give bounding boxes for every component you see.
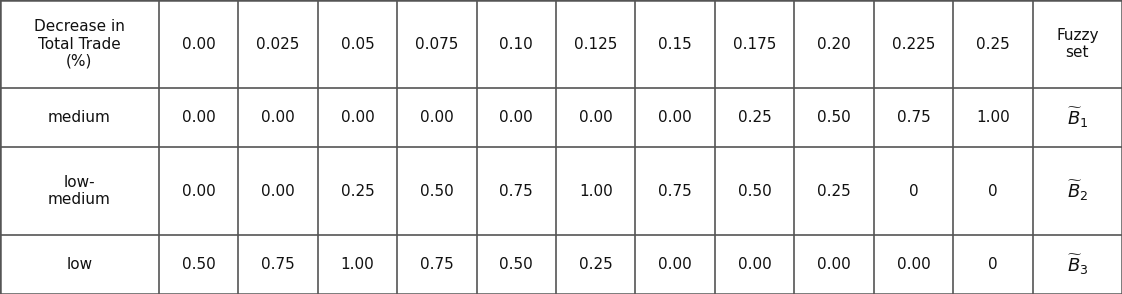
Text: 0.25: 0.25 [817,183,850,199]
Text: 0.00: 0.00 [182,110,215,125]
Text: 1.00: 1.00 [976,110,1010,125]
Text: low-
medium: low- medium [48,175,111,207]
Text: $\widetilde{B}_{2}$: $\widetilde{B}_{2}$ [1067,179,1088,203]
Text: 0.75: 0.75 [420,257,453,272]
Text: 0.75: 0.75 [659,183,692,199]
Text: 0.50: 0.50 [182,257,215,272]
Text: 0.10: 0.10 [499,36,533,52]
Text: 0: 0 [909,183,918,199]
Text: 0.20: 0.20 [817,36,850,52]
Text: 0.00: 0.00 [659,110,692,125]
Text: 0.50: 0.50 [499,257,533,272]
Text: 0.00: 0.00 [261,183,295,199]
Text: 0.50: 0.50 [738,183,772,199]
Text: 0.25: 0.25 [976,36,1010,52]
Text: 0.00: 0.00 [896,257,930,272]
Text: 0.175: 0.175 [733,36,776,52]
Text: 0.00: 0.00 [817,257,850,272]
Text: Decrease in
Total Trade
(%): Decrease in Total Trade (%) [34,19,125,69]
Text: 0.75: 0.75 [499,183,533,199]
Text: 0.25: 0.25 [579,257,613,272]
Text: 0.15: 0.15 [659,36,692,52]
Text: medium: medium [48,110,111,125]
Text: 0.00: 0.00 [738,257,772,272]
Text: 0.50: 0.50 [420,183,453,199]
Text: $\widetilde{B}_{3}$: $\widetilde{B}_{3}$ [1067,253,1088,277]
Text: 0.75: 0.75 [896,110,930,125]
Text: $\widetilde{B}_{1}$: $\widetilde{B}_{1}$ [1067,106,1088,130]
Text: 0.00: 0.00 [341,110,375,125]
Text: 0.00: 0.00 [420,110,453,125]
Text: Fuzzy
set: Fuzzy set [1056,28,1098,60]
Text: 0.75: 0.75 [261,257,295,272]
Text: 0.00: 0.00 [579,110,613,125]
Text: 0.00: 0.00 [659,257,692,272]
Text: 0.225: 0.225 [892,36,935,52]
Text: 0.075: 0.075 [415,36,459,52]
Text: 0.00: 0.00 [182,36,215,52]
Text: 0.00: 0.00 [261,110,295,125]
Text: low: low [66,257,92,272]
Text: 1.00: 1.00 [341,257,375,272]
Text: 0.05: 0.05 [341,36,375,52]
Text: 0.025: 0.025 [256,36,300,52]
Text: 0: 0 [988,183,997,199]
Text: 0.50: 0.50 [817,110,850,125]
Text: 0.00: 0.00 [182,183,215,199]
Text: 0.125: 0.125 [574,36,617,52]
Text: 1.00: 1.00 [579,183,613,199]
Text: 0.25: 0.25 [738,110,772,125]
Text: 0.25: 0.25 [341,183,375,199]
Text: 0: 0 [988,257,997,272]
Text: 0.00: 0.00 [499,110,533,125]
